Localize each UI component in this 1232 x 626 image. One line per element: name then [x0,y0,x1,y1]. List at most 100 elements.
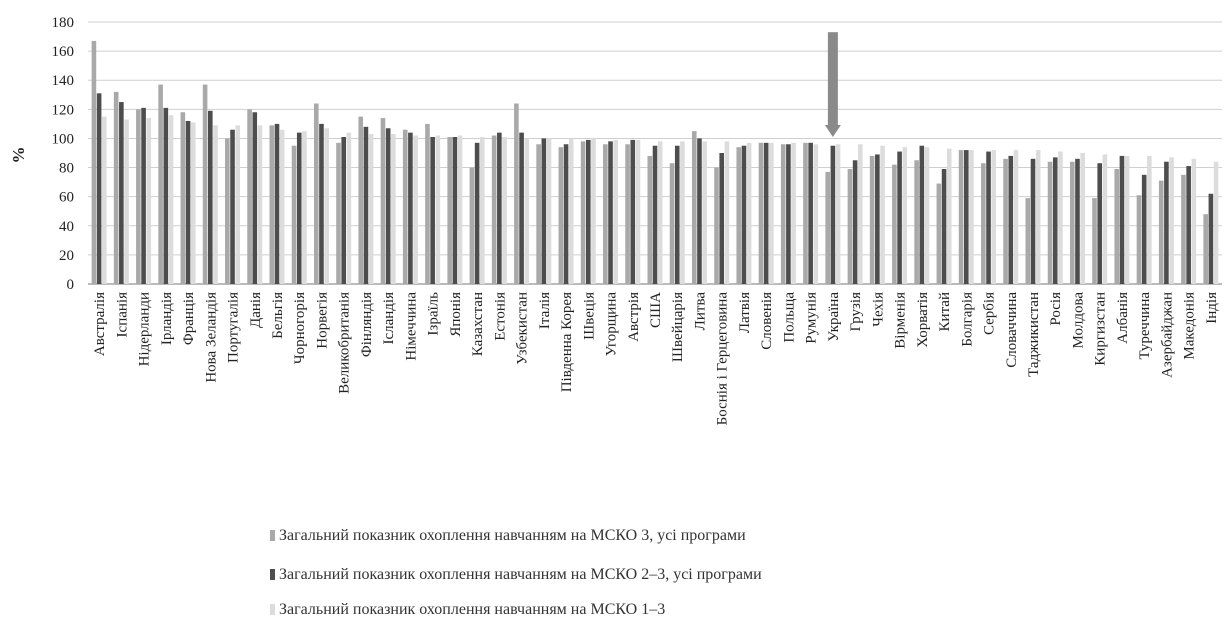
bar-s1 [447,136,452,284]
y-tick-label: 80 [59,161,74,177]
bar-s3 [546,138,552,284]
bar-s1 [981,163,986,284]
bar-s1 [1114,169,1120,284]
x-tick-label: Нова Зеландія [203,292,219,383]
bar-s2 [852,160,858,284]
x-tick-label: Литва [692,292,708,331]
x-tick-label: Норвегія [314,292,330,349]
y-tick-label: 100 [52,131,75,147]
bar-s3 [524,138,530,284]
legend-label-1: Загальний показник охоплення навчанням н… [279,527,746,544]
bar-s1 [780,144,786,284]
x-tick-label: Албанія [1115,292,1131,344]
bar-s1 [958,150,964,284]
bar-s1 [936,183,942,284]
x-tick-label: Японія [448,292,464,337]
arrow-annotation [824,32,841,137]
bar-s3 [368,134,374,284]
x-tick-label: Південна Корея [559,292,575,392]
x-tick-label: Словаччина [1004,292,1020,368]
bar-s3 [1191,158,1197,284]
x-tick-label: Грузія [848,292,864,332]
x-tick-label: Фінляндія [359,292,375,357]
bar-s2 [274,123,280,284]
bar-s1 [158,84,163,284]
bar-s1 [736,147,742,284]
bar-s1 [847,169,853,284]
x-tick-label: Узбекистан [515,292,531,365]
x-tick-label: Румунія [804,292,820,344]
bar-s1 [402,129,408,284]
x-tick-label: Туреччина [1137,292,1153,360]
bar-s2 [741,145,747,284]
x-tick-label: Швеція [581,292,597,340]
bar-s1 [1069,161,1075,284]
x-tick-label: Індія [1204,292,1220,324]
bar-s3 [657,141,663,284]
x-tick-label: Ісландія [381,292,397,345]
x-tick-label: Іспанія [114,292,130,338]
bar-s2 [497,132,502,284]
bar-s2 [808,142,813,284]
x-tick-label: Македонія [1182,292,1198,360]
bar-s3 [235,125,241,284]
bar-s3 [813,144,819,284]
y-axis-label: % [9,147,28,164]
y-tick-label: 120 [52,102,75,118]
bar-s1 [247,109,252,284]
legend-item-3: Загальний показник охоплення навчанням н… [270,601,665,619]
bar-s3 [880,145,885,284]
x-tick-label: Франція [181,292,197,345]
bar-s3 [568,138,574,284]
bar-s2 [363,126,369,284]
bar-s3 [613,139,619,284]
bar-s2 [630,139,636,284]
y-tick-label: 180 [52,15,75,31]
x-axis-labels: Австралія Іспанія Нідерланди Ірландія Франці… [92,292,1220,426]
x-tick-label: Португалія [226,292,242,363]
bar-s3 [724,141,730,284]
bar-s1 [825,171,830,284]
x-tick-label: Австрія [626,292,642,342]
bar-s3 [1169,157,1174,284]
bar-s2 [230,129,235,284]
y-tick-label: 40 [59,219,74,235]
bar-s1 [558,147,564,284]
x-tick-label: Вірменія [893,292,909,349]
bar-chart: 0 20 40 60 80 100 120 140 160 180 Австралія Іспані… [9,15,1222,426]
bar-s1 [313,103,319,284]
x-tick-label: Словенія [759,292,775,350]
bar-s1 [536,144,541,284]
bar-s1 [803,142,808,284]
x-tick-label: Чехія [870,292,886,327]
x-tick-label: Італія [537,292,553,329]
bar-s2 [875,154,880,284]
bar-s2 [941,169,947,284]
x-tick-label: Хорватія [915,292,931,348]
x-tick-label: Данія [248,292,264,328]
bar-s2 [1052,157,1058,284]
bar-s3 [190,122,196,284]
bar-s2 [141,107,146,284]
x-tick-label: Таджикистан [1026,292,1042,377]
bar-s1 [625,144,630,284]
bar-s2 [986,151,991,284]
bar-s3 [302,131,307,284]
bar-s1 [202,84,208,284]
x-tick-label: Латвія [737,292,753,333]
x-tick-label: Казахстан [470,292,486,356]
bar-s3 [791,142,796,284]
bar-s1 [1136,195,1142,284]
bar-s1 [1047,161,1053,284]
bar-s2 [830,145,836,284]
bar-s2 [185,120,191,284]
x-tick-label: Чорногорія [292,292,308,364]
bar-s1 [758,142,764,284]
bar-s1 [180,112,186,284]
bar-s3 [457,135,463,284]
bar-s2 [897,151,902,284]
bar-s2 [541,138,547,284]
bar-s2 [1186,166,1191,284]
bar-s3 [1080,153,1085,284]
bar-s1 [336,142,341,284]
